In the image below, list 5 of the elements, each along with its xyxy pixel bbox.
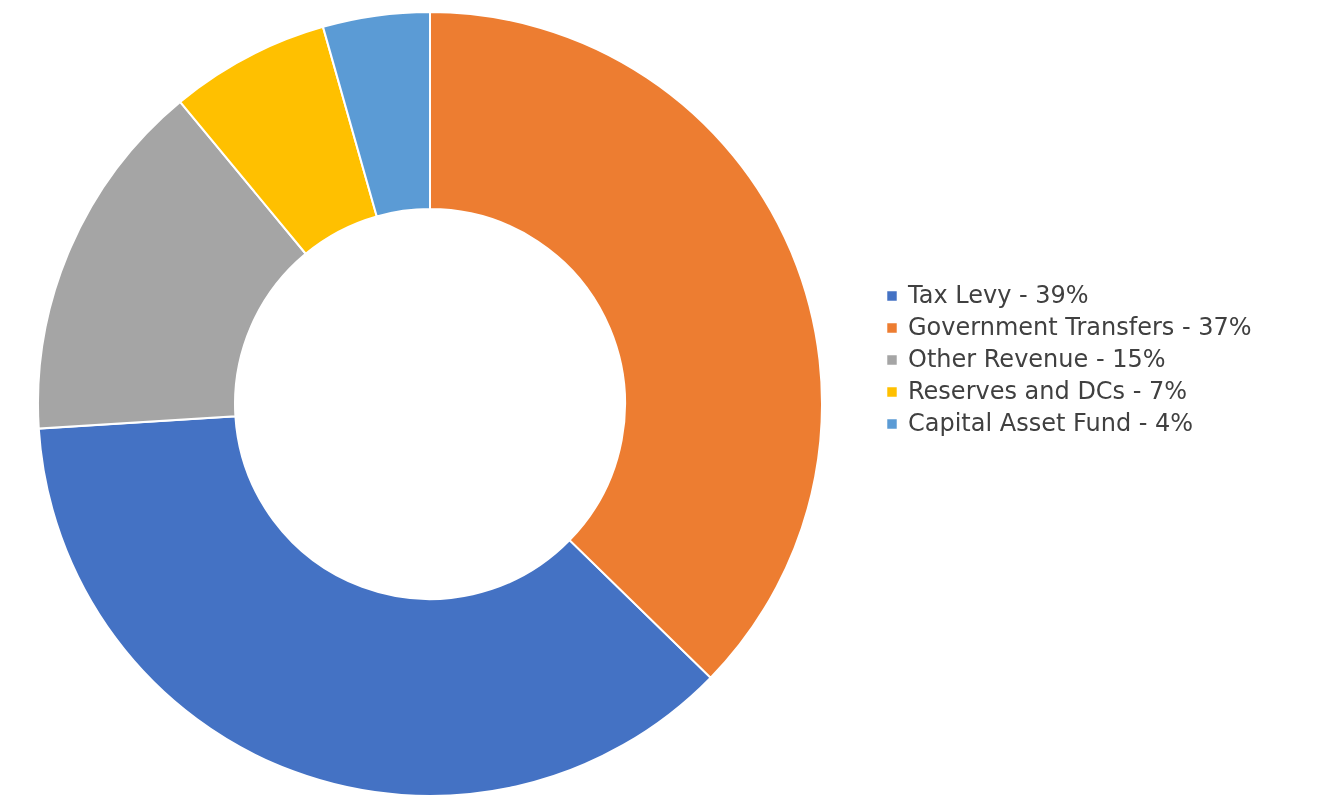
legend-label: Capital Asset Fund - 4% [908,409,1194,437]
legend-label: Other Revenue - 15% [908,345,1166,373]
legend-label: Government Transfers - 37% [908,313,1252,341]
legend-label: Tax Levy - 39% [907,281,1089,309]
legend-label: Reserves and DCs - 7% [908,377,1188,405]
